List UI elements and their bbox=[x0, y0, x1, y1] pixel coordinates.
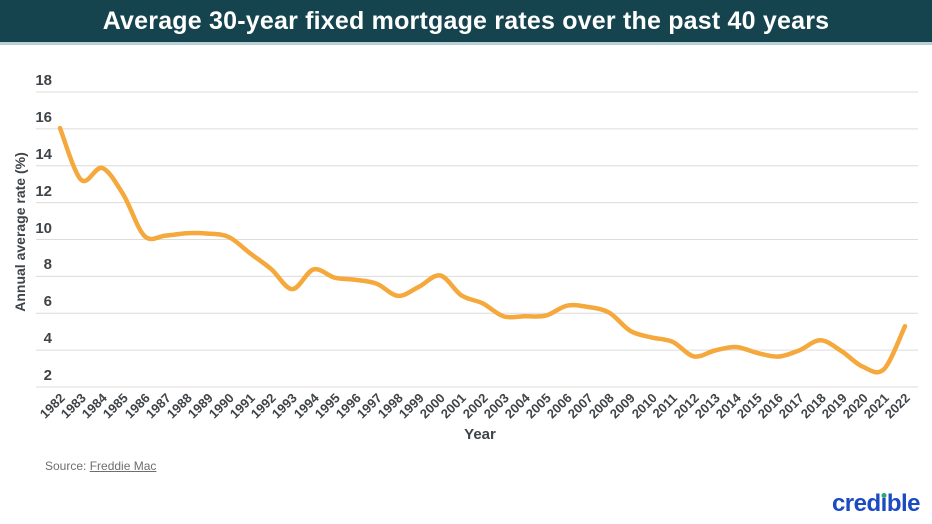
y-tick-label: 10 bbox=[35, 219, 52, 237]
x-axis-title: Year bbox=[464, 426, 496, 443]
source-prefix: Source: bbox=[45, 459, 90, 473]
credible-logo: credı ble bbox=[831, 490, 921, 517]
logo-i-dot bbox=[881, 493, 887, 498]
y-tick-label: 12 bbox=[35, 182, 52, 200]
y-tick-label: 6 bbox=[43, 293, 52, 311]
y-tick-label: 18 bbox=[35, 72, 52, 89]
source-attribution: Source: Freddie Mac bbox=[45, 459, 156, 473]
y-tick-label: 14 bbox=[35, 145, 52, 163]
y-tick-label: 4 bbox=[43, 330, 52, 348]
chart-title: Average 30-year fixed mortgage rates ove… bbox=[102, 6, 830, 35]
y-tick-label: 16 bbox=[35, 108, 52, 126]
rate-line-series bbox=[57, 125, 908, 375]
y-tick-label: 8 bbox=[43, 256, 52, 274]
y-tick-label: 2 bbox=[43, 367, 52, 384]
source-link[interactable]: Freddie Mac bbox=[89, 459, 157, 473]
chart-title-bar: Average 30-year fixed mortgage rates ove… bbox=[0, 0, 932, 45]
